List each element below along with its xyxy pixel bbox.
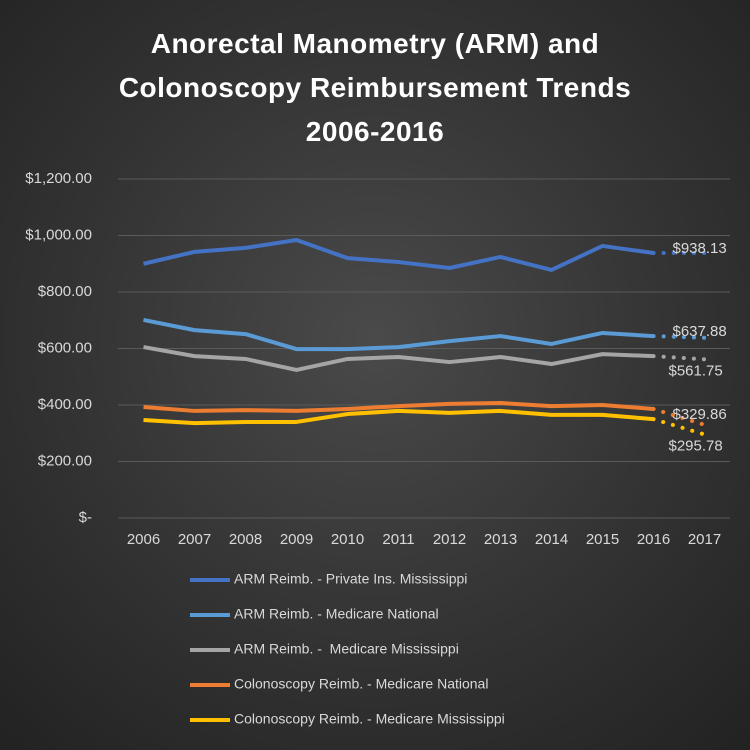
legend-label: Colonoscopy Reimb. - Medicare National (234, 676, 488, 692)
series-line (143, 238, 654, 272)
x-tick-label: 2016 (637, 531, 670, 548)
y-tick-label: $1,200.00 (25, 170, 92, 187)
y-tick-label: $- (79, 509, 92, 526)
x-tick-label: 2011 (382, 531, 414, 548)
x-tick-label: 2006 (127, 531, 160, 548)
data-label: $295.78 (669, 437, 723, 454)
y-tick-label: $800.00 (38, 283, 92, 300)
data-label: $938.13 (673, 240, 727, 257)
data-label: $561.75 (669, 362, 723, 379)
x-tick-label: 2012 (433, 531, 466, 548)
x-tick-label: 2014 (535, 531, 568, 548)
data-label: $637.88 (673, 323, 727, 340)
series-line (143, 401, 654, 413)
projection-line (651, 406, 707, 427)
legend-label: ARM Reimb. - Medicare National (234, 606, 439, 622)
x-tick-label: 2010 (331, 531, 364, 548)
series-line (143, 318, 654, 352)
x-tick-label: 2015 (586, 531, 619, 548)
legend-label: ARM Reimb. - Medicare Mississippi (234, 641, 459, 657)
x-tick-label: 2007 (178, 531, 211, 548)
y-tick-label: $400.00 (38, 396, 92, 413)
x-tick-label: 2013 (484, 531, 517, 548)
y-tick-label: $600.00 (38, 339, 92, 356)
x-tick-label: 2008 (229, 531, 262, 548)
x-tick-label: 2009 (280, 531, 313, 548)
legend-label: Colonoscopy Reimb. - Medicare Mississipp… (234, 711, 505, 727)
chart-title: Anorectal Manometry (ARM) and Colonoscop… (118, 28, 632, 147)
projection-line (651, 417, 707, 437)
x-tick-label: 2017 (688, 531, 721, 548)
y-tick-label: $200.00 (38, 452, 92, 469)
data-label: $329.86 (673, 406, 727, 423)
projection-line (651, 334, 707, 340)
projection-line (651, 354, 707, 362)
series-line (143, 408, 654, 426)
y-tick-label: $1,000.00 (25, 226, 92, 243)
series-line (143, 345, 654, 372)
legend-label: ARM Reimb. - Private Ins. Mississippi (234, 571, 467, 587)
